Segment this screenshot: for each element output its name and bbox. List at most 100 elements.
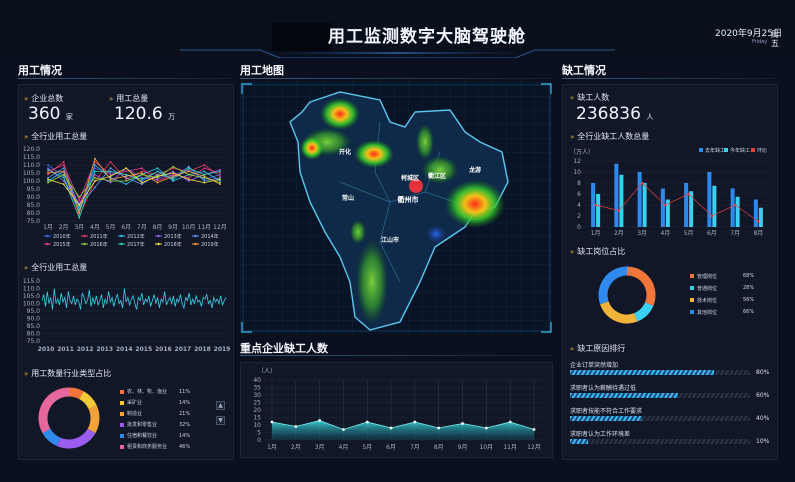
legend-label: 制造业 (127, 411, 143, 417)
legend-marker (120, 234, 123, 238)
data-point (109, 170, 112, 173)
reason-percent: 10% (756, 438, 770, 445)
legend-label: 租赁和商务服务业 (127, 444, 168, 450)
y-tick-label: 115.0 (23, 278, 40, 285)
legend-label: 环比 (757, 147, 767, 154)
x-tick-label: 1月 (267, 444, 277, 451)
data-point (733, 203, 737, 207)
data-point (62, 160, 65, 163)
data-point (47, 170, 49, 173)
bar (642, 183, 647, 227)
legend-label: 今年缺工 (730, 147, 750, 154)
legend-swatch (120, 433, 124, 438)
data-point (78, 196, 81, 198)
x-tick-label: 2018 (194, 346, 211, 353)
reason-item: 求职者认为薪酬待遇过低 60% (570, 383, 776, 399)
data-point (109, 160, 112, 163)
legend-label: 其他岗位 (697, 309, 718, 316)
data-point (219, 180, 221, 182)
data-point (140, 170, 143, 173)
data-point (219, 170, 221, 173)
legend-swatch (120, 422, 124, 427)
weekday-en: Friday (752, 39, 768, 45)
data-point (94, 186, 96, 189)
data-point (47, 181, 49, 184)
reason-bar-fill (570, 393, 678, 398)
y-tick-label: 4 (577, 202, 581, 209)
data-point (156, 180, 159, 182)
bar (591, 183, 596, 227)
x-tick-label: 7月 (410, 444, 420, 451)
x-tick-label: 2015 (135, 346, 152, 353)
x-tick-label: 8月 (753, 230, 763, 237)
reason-label: 求职者认为薪酬待遇过低 (570, 385, 637, 392)
x-tick-label: 10月 (182, 224, 196, 231)
enterprise-label: 企业总数 (24, 93, 63, 104)
industry-share-legend: 农、林、牧、渔业 11% 采矿业 14% 制造业 21% 批发和零售业 32% 住宿和餐饮业 14… (120, 386, 210, 452)
y-tick-label: 20 (253, 407, 261, 414)
y-tick-label: 100.0 (23, 178, 40, 185)
data-point (187, 167, 190, 170)
legend-swatch (751, 148, 755, 152)
data-point (640, 181, 644, 185)
series-line (47, 166, 221, 198)
legend-label: 住宿和餐饮业 (127, 433, 158, 439)
data-point (125, 170, 128, 173)
x-tick-label: 3月 (637, 230, 647, 237)
legend-swatch (120, 444, 124, 449)
y-tick-label: 90.0 (27, 194, 41, 201)
x-tick-label: 3月 (315, 444, 325, 451)
industry-chart-title: 全行业用工总量 (24, 131, 87, 142)
data-point (140, 176, 143, 179)
x-tick-label: 11月 (198, 224, 212, 231)
data-point (203, 175, 206, 178)
data-point (156, 178, 159, 181)
map-region-label: 衢江区 (428, 172, 446, 180)
reason-bar-track (570, 439, 750, 444)
y-tick-label: 110.0 (23, 162, 40, 169)
bar (753, 199, 758, 227)
data-point (62, 167, 65, 170)
industry-share-donut (38, 387, 100, 449)
data-point (125, 180, 128, 182)
bar (684, 183, 689, 227)
legend-percent: 68% (743, 273, 755, 279)
bar (758, 207, 763, 227)
donut-slice (598, 266, 628, 305)
data-point (187, 176, 190, 179)
data-point (461, 422, 464, 425)
bar (707, 172, 712, 227)
scroll-down-button[interactable]: ▼ (216, 416, 225, 425)
series-line (47, 167, 221, 219)
data-point (62, 183, 65, 186)
legend-swatch (120, 411, 124, 416)
right-section-divider (562, 78, 778, 79)
bar (619, 174, 624, 227)
reason-item: 求职者认为工作环境差 10% (570, 429, 776, 445)
data-point (294, 425, 298, 428)
bar (689, 191, 694, 227)
x-tick-label: 6月 (707, 230, 717, 237)
position-title: 缺工岗位占比 (570, 246, 625, 257)
data-point (47, 168, 49, 171)
map-region-label: 常山 (342, 194, 354, 202)
data-point (94, 180, 96, 182)
legend-percent: 46% (179, 443, 191, 450)
x-tick-label: 10月 (480, 444, 494, 451)
bar (596, 194, 601, 227)
bar (660, 188, 665, 227)
series-line (47, 167, 221, 206)
legend-label: 技术岗位 (697, 297, 718, 304)
x-tick-label: 5月 (362, 444, 372, 451)
data-point (187, 180, 190, 182)
x-tick-label: 5月 (106, 224, 116, 231)
scroll-up-button[interactable]: ▲ (216, 401, 225, 410)
employment-label: 用工总量 (109, 93, 148, 104)
data-point (219, 178, 221, 181)
data-point (342, 428, 345, 431)
data-point (47, 173, 49, 176)
legend-percent: 11% (179, 388, 191, 395)
legend-marker (157, 242, 160, 246)
